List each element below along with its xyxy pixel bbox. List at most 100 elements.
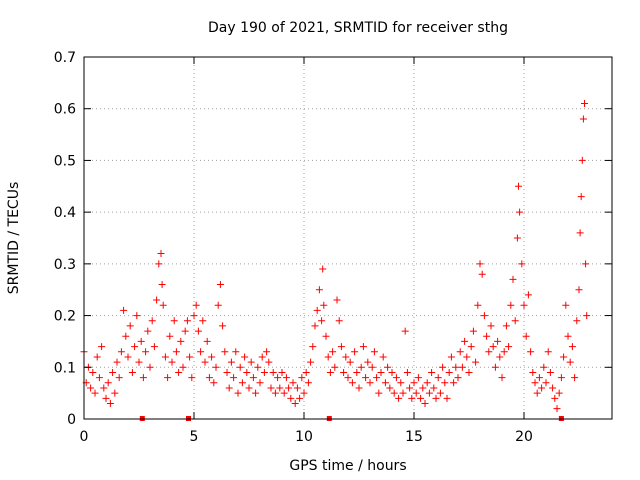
data-point [278,368,286,376]
data-point [428,368,436,376]
data-point [106,399,114,407]
data-point [329,348,337,356]
data-point [98,343,106,351]
y-tick-label: 0 [67,412,76,428]
data-point [443,394,451,402]
data-point [216,281,224,289]
data-point [223,368,231,376]
data-point [524,291,532,299]
data-point [566,358,574,366]
data-point [395,394,403,402]
data-point [333,296,341,304]
data-point [157,250,165,258]
data-point [546,368,554,376]
x-tick-label: 20 [515,429,533,445]
data-point [227,358,235,366]
data-point [89,368,97,376]
data-point [417,394,425,402]
data-point [392,374,400,382]
data-point [370,348,378,356]
data-point [265,358,273,366]
data-point [161,353,169,361]
data-point [384,363,392,371]
data-point [366,379,374,387]
y-tick-label: 0.4 [54,205,76,221]
data-point [150,343,158,351]
x-tick-label: 5 [190,429,199,445]
data-point [419,384,427,392]
data-point [522,332,530,340]
data-point [192,301,200,309]
data-point [276,384,284,392]
data-point [247,358,255,366]
data-point [364,358,372,366]
data-point [241,353,249,361]
data-point [403,368,411,376]
data-point [375,389,383,397]
data-point [252,389,260,397]
data-point [351,348,359,356]
data-point [562,301,570,309]
data-point [309,343,317,351]
data-point [513,234,521,242]
data-point [177,337,185,345]
data-point [399,389,407,397]
y-tick-label: 0.6 [54,102,76,118]
data-point [199,317,207,325]
data-point [133,312,141,320]
data-point [381,379,389,387]
data-point [544,348,552,356]
data-point [158,281,166,289]
data-point [515,182,522,190]
data-point [452,363,460,371]
data-point [439,363,447,371]
data-point [254,363,262,371]
data-point [214,301,222,309]
data-point [485,348,493,356]
data-point [87,384,95,392]
data-point [315,286,323,294]
data-point [208,353,216,361]
data-point [117,348,125,356]
data-point [505,343,513,351]
data-point [454,374,462,382]
data-point [461,337,469,345]
data-point [496,353,504,361]
y-tick-label: 0.2 [54,309,76,325]
data-point [324,353,332,361]
chart-title: Day 190 of 2021, SRMTID for receiver sth… [208,20,508,36]
data-point [397,379,405,387]
data-point [197,348,205,356]
data-point [258,353,266,361]
data-points [80,100,591,413]
data-point [95,374,103,382]
data-point [280,389,288,397]
data-point [432,394,440,402]
data-point [186,353,194,361]
data-point [144,327,152,335]
data-point [293,384,301,392]
y-tick-label: 0.7 [54,50,76,66]
data-point [511,317,519,325]
data-point [581,100,588,108]
data-point [249,374,257,382]
data-point [434,374,442,382]
data-point [346,358,354,366]
data-point [164,374,172,382]
data-point [238,379,246,387]
data-point [210,379,218,387]
data-point [304,379,312,387]
data-point [450,379,458,387]
data-point [337,343,345,351]
data-point [568,343,576,351]
data-point [520,301,528,309]
data-point [480,312,488,320]
data-point [577,193,585,201]
data-point [124,353,132,361]
data-point [456,348,464,356]
data-point [527,348,535,356]
data-point [576,229,584,237]
data-point [172,348,180,356]
data-point [516,208,524,216]
plot-frame [83,56,613,420]
